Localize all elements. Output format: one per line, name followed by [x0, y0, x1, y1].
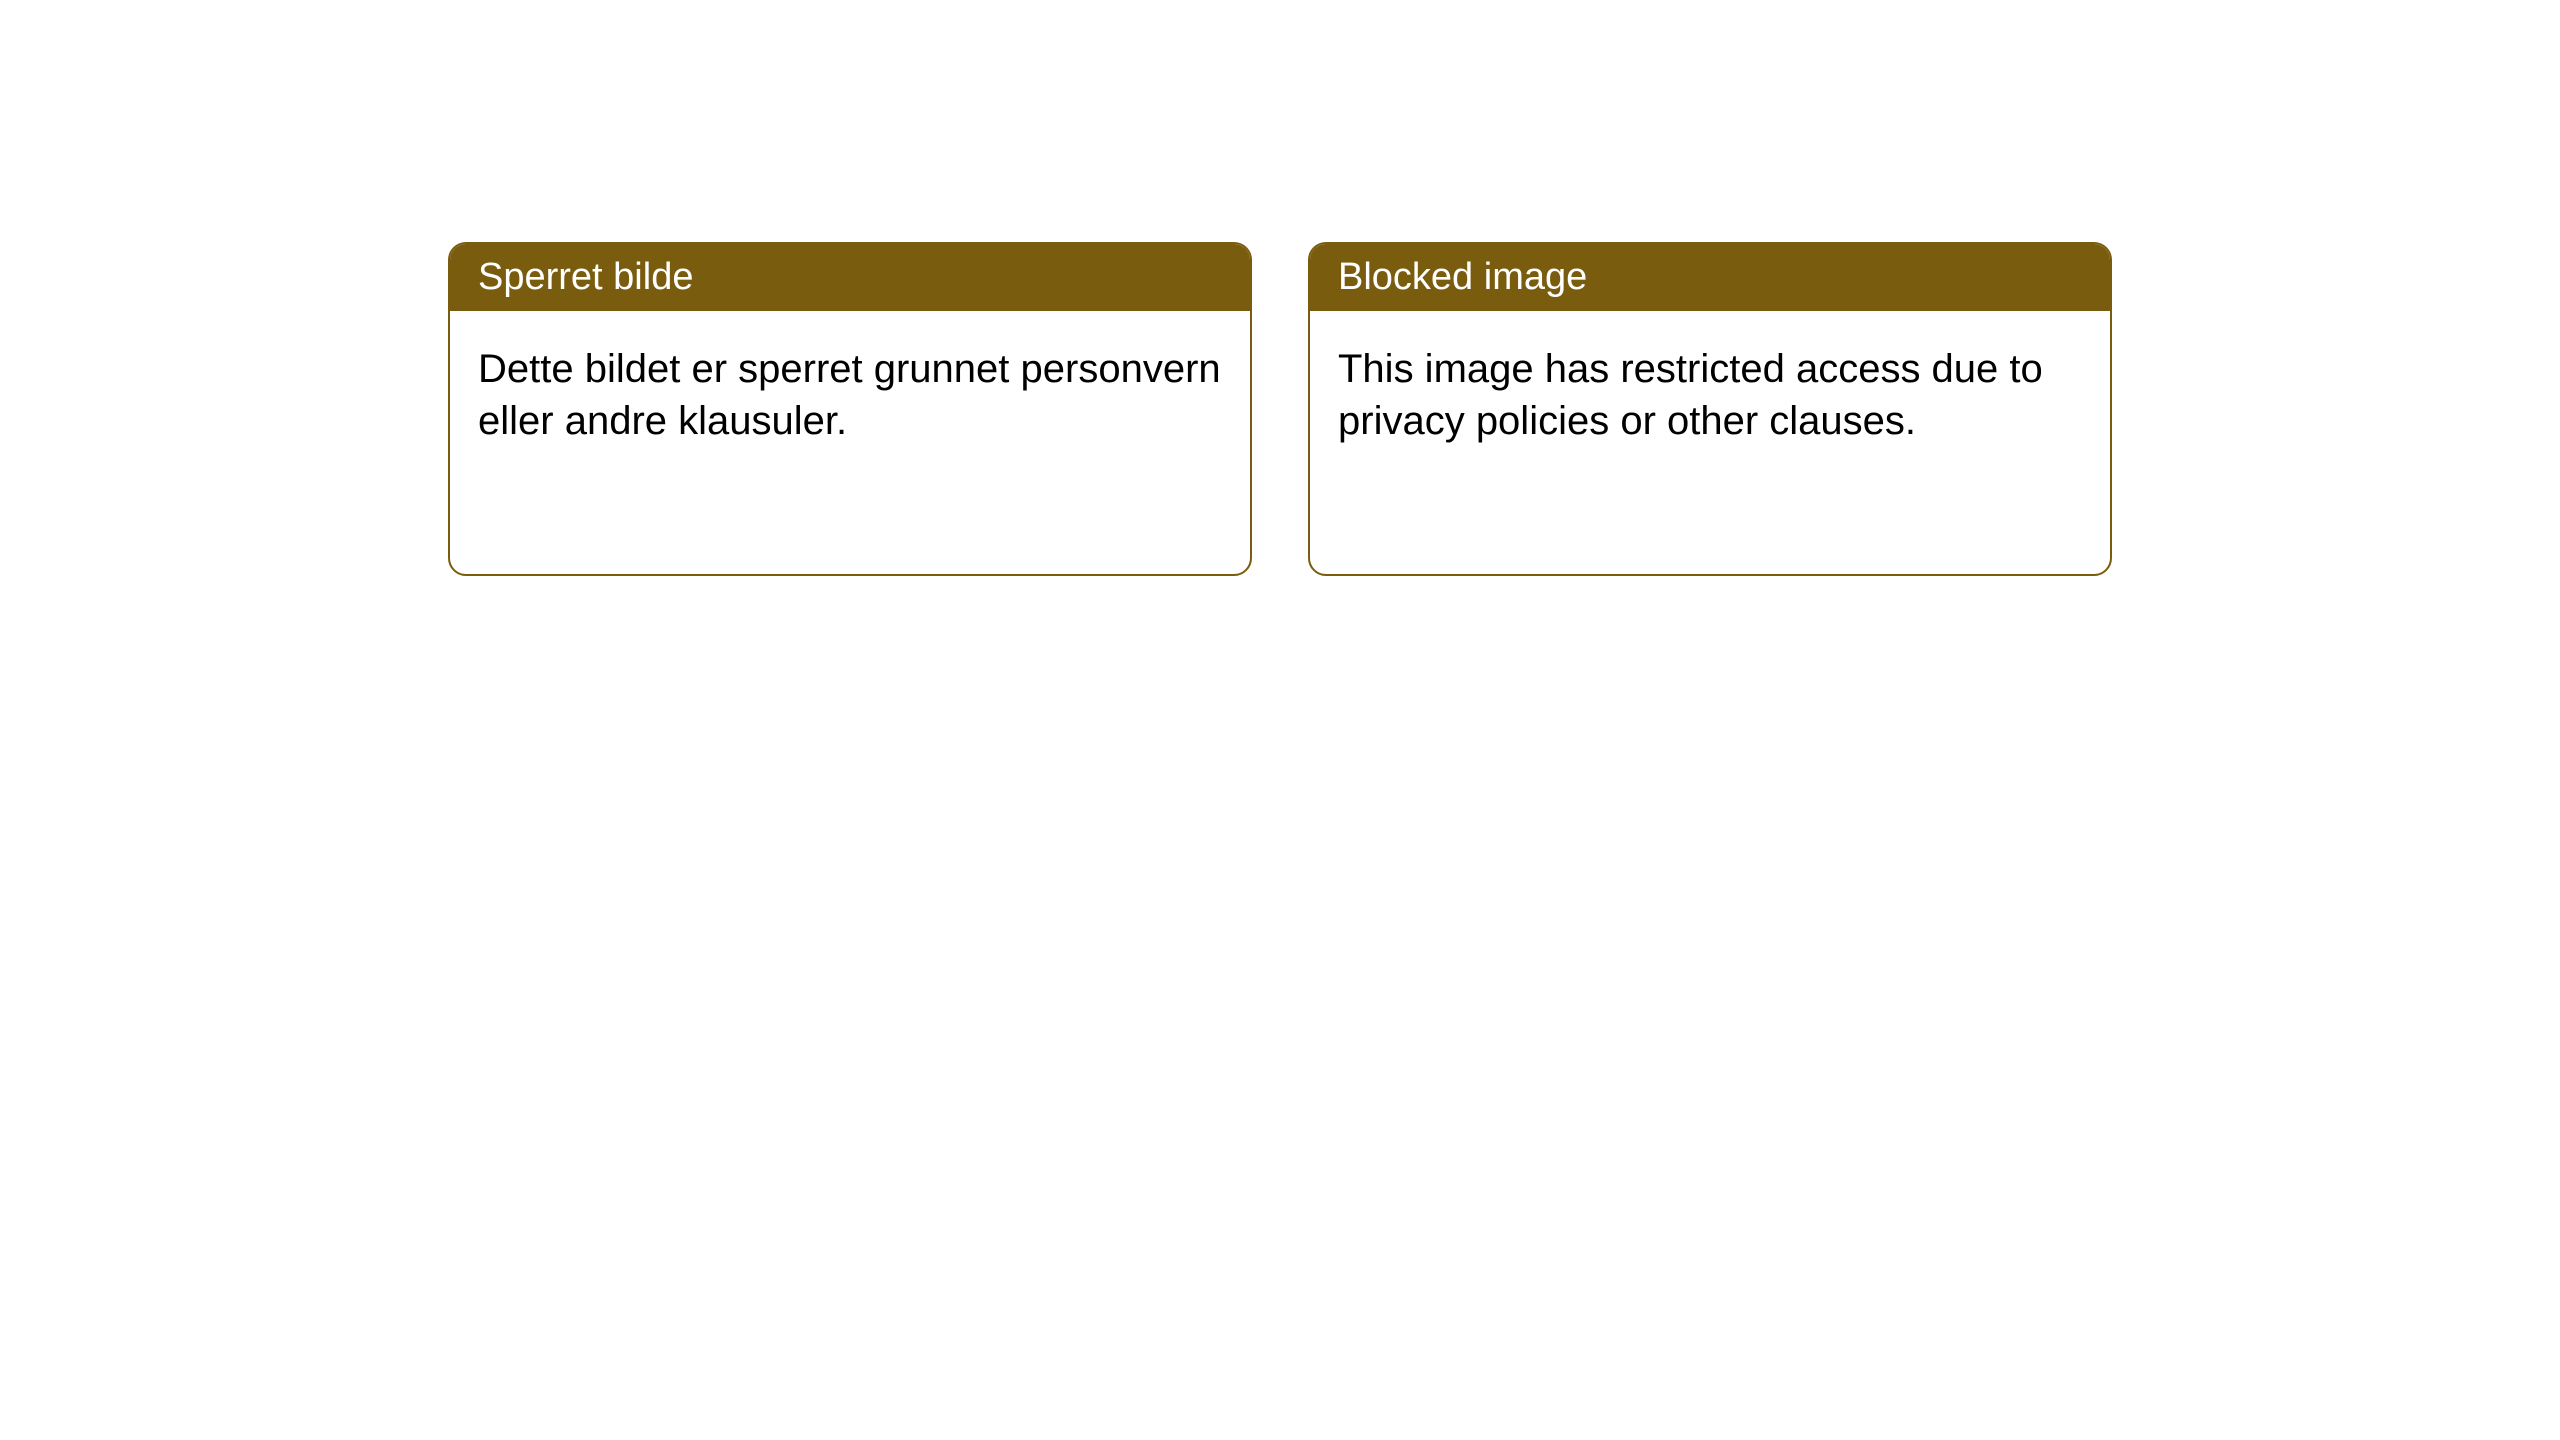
notice-card-english: Blocked image This image has restricted … — [1308, 242, 2112, 576]
notice-title-norwegian: Sperret bilde — [450, 244, 1250, 311]
notice-title-english: Blocked image — [1310, 244, 2110, 311]
notice-message-norwegian: Dette bildet er sperret grunnet personve… — [450, 311, 1250, 479]
notice-card-norwegian: Sperret bilde Dette bildet er sperret gr… — [448, 242, 1252, 576]
notice-container: Sperret bilde Dette bildet er sperret gr… — [0, 0, 2560, 576]
notice-message-english: This image has restricted access due to … — [1310, 311, 2110, 479]
